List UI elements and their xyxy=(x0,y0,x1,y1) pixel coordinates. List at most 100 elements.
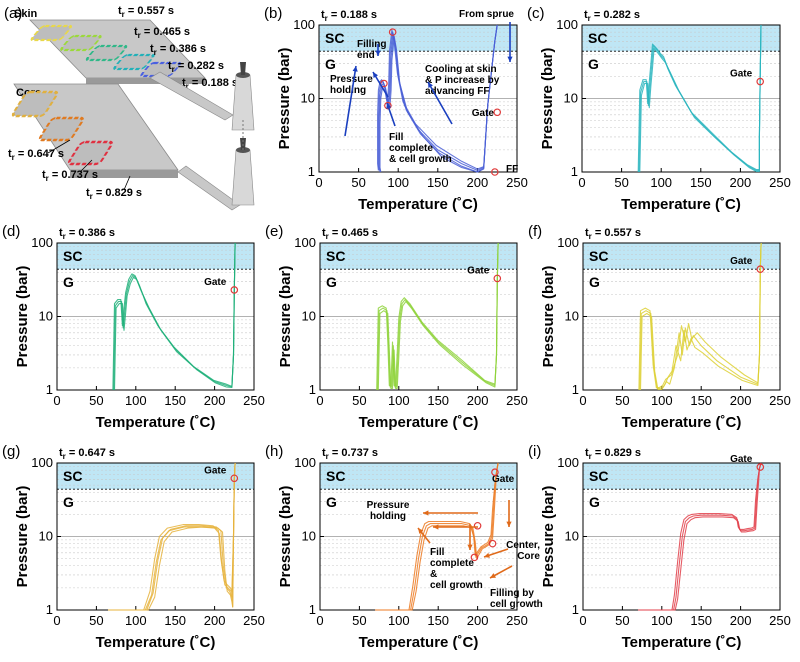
y-tick-label: 1 xyxy=(572,382,579,397)
tr-t: t xyxy=(321,9,325,21)
x-tick-label: 0 xyxy=(316,613,323,628)
core-runner xyxy=(177,165,241,211)
tr-sub: r xyxy=(154,48,157,57)
gate-label: Gate xyxy=(204,277,227,288)
x-tick-label: 250 xyxy=(769,613,791,628)
leader-line xyxy=(79,159,93,173)
x-tick-label: 250 xyxy=(769,393,791,408)
g-label: G xyxy=(326,494,337,510)
y-tick-label: 100 xyxy=(293,17,315,32)
x-tick-label: 200 xyxy=(467,613,489,628)
x-tick-label: 100 xyxy=(125,393,147,408)
panel-label: (c) xyxy=(527,5,545,22)
ann-line: & P increase by xyxy=(425,75,500,86)
panel-a-schematic: (a) Skin tr = 0.557 s tr = 0.465 s tr = … xyxy=(4,5,255,211)
ann-center-core: Center, Core xyxy=(506,540,540,562)
arrow-pressure-holding-head xyxy=(373,72,379,78)
tr-sub: r xyxy=(63,452,66,461)
ann-filling-by-cell-growth: Filling by cell growth xyxy=(490,588,543,610)
series-line xyxy=(112,242,236,391)
event-marker xyxy=(473,521,482,530)
sc-label: SC xyxy=(326,248,345,264)
skin-cell-3 xyxy=(85,44,128,62)
x-tick-label: 150 xyxy=(164,613,186,628)
x-tick-label: 150 xyxy=(690,175,712,190)
ann-from-sprue: From sprue xyxy=(459,9,514,20)
x-tick-label: 150 xyxy=(427,393,449,408)
x-tick-label: 200 xyxy=(730,175,752,190)
x-tick-label: 100 xyxy=(651,613,673,628)
tr-sub: r xyxy=(326,232,329,241)
arrow-pressure-holding-head xyxy=(423,510,429,516)
svg-text:tr = 0.737 s: tr = 0.737 s xyxy=(42,169,98,183)
core-cell-1 xyxy=(11,90,59,118)
tr-value: = 0.737 s xyxy=(329,447,378,459)
x-tick-label: 50 xyxy=(615,613,629,628)
panel-b-annotations: Filling end Pressure holding Fill complete & c… xyxy=(330,9,518,176)
x-tick-label: 50 xyxy=(89,393,103,408)
series-line xyxy=(108,462,236,611)
tr-value: = 0.465 s xyxy=(329,227,378,239)
skin-cell-2 xyxy=(60,34,102,52)
x-tick-label: 50 xyxy=(352,613,366,628)
arrow-up-left xyxy=(344,65,357,137)
chart-d: 0 50 100 150 200 250 1 10 100 Temperature (˚C) Pre… xyxy=(2,223,265,431)
tr-label: tr = 0.386 s xyxy=(59,227,115,241)
series-line xyxy=(637,24,762,173)
x-tick-label: 50 xyxy=(615,393,629,408)
arrow-gate-down-head xyxy=(506,521,512,527)
tr-sub: r xyxy=(326,452,329,461)
gate-label: Gate xyxy=(730,69,753,80)
event-marker xyxy=(491,168,499,176)
chart-f: 0 50 100 150 200 250 1 10 100 Temperature (˚C) Pre… xyxy=(528,223,791,431)
chart-g: 0 50 100 150 200 250 1 10 100 Temperature (˚C) Pre… xyxy=(2,443,265,651)
svg-text:tr = 0.188 s: tr = 0.188 s xyxy=(182,77,238,91)
panel-a-label: (a) xyxy=(4,5,22,22)
series-line xyxy=(375,462,499,611)
core-time-labels: tr = 0.647 s tr = 0.737 s tr = 0.829 s xyxy=(8,139,142,201)
x-axis-label: Temperature (˚C) xyxy=(621,196,741,213)
svg-text:tr = 0.282 s: tr = 0.282 s xyxy=(168,60,224,74)
tr-sub: r xyxy=(589,232,592,241)
tr-value: = 0.647 s xyxy=(66,447,115,459)
tr-label: tr = 0.737 s xyxy=(322,447,378,461)
y-tick-label: 100 xyxy=(294,235,316,250)
panel-label: (i) xyxy=(528,443,541,460)
gate-marker xyxy=(756,265,765,274)
event-marker xyxy=(493,108,502,117)
arrow-cooling-head xyxy=(428,82,433,88)
ann-line: complete xyxy=(430,558,474,569)
chart-i: 0 50 100 150 200 250 1 10 100 Temperature (˚C) Pre… xyxy=(528,443,791,651)
sc-label: SC xyxy=(326,468,345,484)
y-axis-label: Pressure (bar) xyxy=(540,266,557,368)
g-label: G xyxy=(589,494,600,510)
y-tick-label: 1 xyxy=(572,602,579,617)
event-marker xyxy=(388,28,397,36)
tr-sub: r xyxy=(172,65,175,74)
arrow-fill-complete-head xyxy=(418,528,424,534)
x-tick-label: 50 xyxy=(351,175,365,190)
x-tick-label: 150 xyxy=(164,393,186,408)
ann-line: & xyxy=(430,569,437,580)
ann-line: Fill xyxy=(389,132,404,143)
panel-label: (g) xyxy=(2,443,20,460)
svg-text:tr = 0.557 s: tr = 0.557 s xyxy=(118,5,174,19)
arrow-fill-complete-head xyxy=(386,103,392,109)
skin-time-1: = 0.557 s xyxy=(125,5,174,17)
x-tick-label: 100 xyxy=(387,175,409,190)
core-cell-3 xyxy=(67,140,113,166)
x-tick-label: 250 xyxy=(769,175,791,190)
x-tick-label: 100 xyxy=(388,613,410,628)
core-time-1: = 0.647 s xyxy=(15,148,64,160)
tr-t: t xyxy=(322,227,326,239)
arrow-filling-end-head xyxy=(375,50,381,56)
y-tick-label: 100 xyxy=(294,455,316,470)
tr-t: t xyxy=(182,77,186,89)
ann-line: Cooling at skin xyxy=(425,64,497,75)
panel-label: (b) xyxy=(264,5,282,22)
arrow-from-sprue-head xyxy=(507,56,513,62)
svg-text:tr = 0.386 s: tr = 0.386 s xyxy=(150,43,206,57)
skin-time-3: = 0.386 s xyxy=(157,43,206,55)
